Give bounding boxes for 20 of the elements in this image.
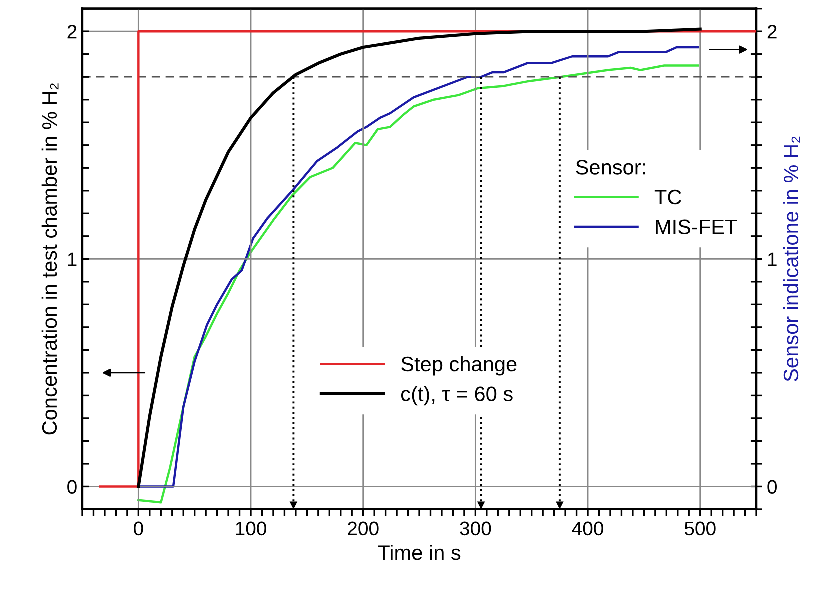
legend-label: c(t), τ = 60 s: [401, 386, 513, 406]
x-tick-label: 400: [572, 522, 604, 536]
y-axis-title: Concentration in test chamber in % H₂: [42, 84, 59, 435]
legend-label: MIS-FET: [656, 220, 738, 235]
legend-title: Sensor:: [576, 160, 646, 175]
y-tick-label: 2: [68, 25, 77, 39]
x-tick-label: 0: [134, 522, 144, 536]
y-tick-label: 1: [68, 252, 77, 266]
y2-tick-label: 0: [768, 480, 777, 494]
x-tick-label: 300: [460, 522, 492, 536]
legend-label: TC: [654, 190, 682, 205]
x-tick-label: 200: [348, 522, 379, 536]
y2-tick-label: 1: [768, 252, 777, 266]
x-tick-label: 100: [236, 522, 266, 536]
y-tick-label: 0: [68, 480, 77, 494]
y2-axis-title: Sensor indicatione in % H₂: [783, 136, 800, 382]
x-axis-title: Time in s: [378, 544, 461, 560]
y2-tick-label: 2: [768, 25, 777, 39]
legend-label: Step change: [402, 356, 517, 376]
x-tick-label: 500: [684, 522, 716, 536]
